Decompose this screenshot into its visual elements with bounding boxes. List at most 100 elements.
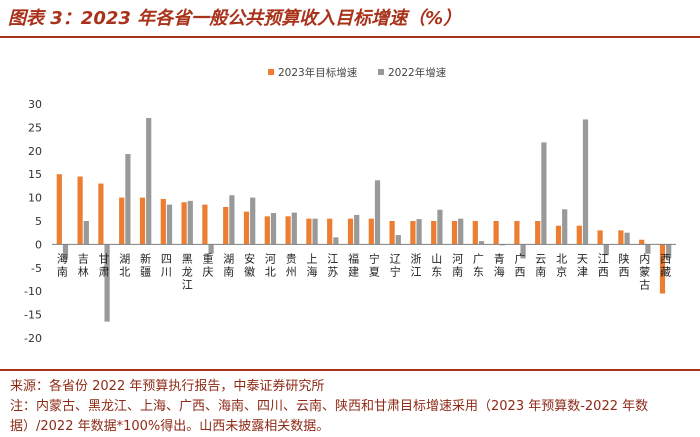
bar-2023 [535, 221, 541, 245]
x-tick-label: 新疆 [140, 251, 151, 278]
y-tick-label: 5 [35, 215, 42, 228]
bar-2022 [270, 213, 277, 245]
bar-2022 [291, 212, 297, 245]
x-tick-label: 安徽 [244, 251, 255, 278]
bar-2023 [264, 216, 270, 245]
bar-2023 [431, 221, 437, 245]
bar-chart: 2023年目标增速 2022年增速 -20 -15 -10 -5 0 5 10 15 20 25 30… [24, 66, 676, 345]
bar-2023 [389, 221, 395, 245]
x-tick-label: 河南 [452, 252, 463, 278]
x-tick-label: 海南 [57, 251, 68, 278]
bar-2022 [166, 204, 173, 245]
bar-2023 [472, 221, 478, 245]
x-tick-label: 内蒙古 [639, 251, 650, 291]
x-tick-label: 广西 [515, 252, 526, 278]
x-tick-label: 河北 [265, 252, 276, 278]
x-tick-label: 上海 [307, 252, 318, 278]
bar-2023 [181, 202, 187, 245]
bar-2022 [666, 244, 672, 259]
bar-2022 [624, 232, 630, 245]
x-tick-label: 青海 [494, 252, 505, 278]
bar-2022 [395, 235, 401, 245]
y-tick-label: -10 [24, 285, 42, 298]
x-tick-label: 吉林 [78, 252, 89, 278]
bar-2023 [202, 204, 208, 245]
y-tick-label: 15 [28, 168, 42, 181]
legend-swatch-2022 [378, 69, 384, 75]
bar-2022 [187, 200, 193, 245]
bar-2022 [125, 154, 131, 245]
bars [56, 118, 672, 322]
title-rule [0, 36, 700, 38]
bar-2022 [562, 209, 568, 245]
footer-rule [0, 369, 700, 371]
y-tick-label: 10 [28, 192, 42, 205]
bar-2023 [98, 183, 104, 245]
bar-2023 [285, 216, 291, 245]
x-tick-label: 宁夏 [369, 251, 380, 278]
bar-2022 [146, 118, 152, 245]
x-tick-label: 山东 [431, 252, 442, 278]
x-tick-label: 黑龙江 [182, 252, 193, 291]
y-tick-label: 0 [35, 238, 42, 251]
bar-2022 [333, 237, 339, 245]
legend-swatch-2023 [268, 69, 274, 75]
bar-2022 [645, 244, 651, 254]
x-tick-label: 西藏 [660, 252, 671, 278]
legend-label: 2022年增速 [388, 66, 447, 79]
bar-2022 [458, 218, 464, 245]
bar-2023 [160, 199, 166, 245]
x-tick-label: 辽宁 [390, 252, 401, 278]
legend-label: 2023年目标增速 [278, 66, 358, 79]
bar-2023 [597, 230, 603, 245]
x-tick-label: 重庆 [203, 251, 214, 278]
bar-2022 [250, 197, 256, 245]
x-tick-label: 甘肃 [99, 252, 110, 278]
footnote: 注：内蒙古、黑龙江、上海、广西、海南、四川、云南、陕西和甘肃目标增速采用（202… [10, 399, 649, 434]
bar-2022 [416, 219, 422, 245]
bar-2022 [354, 214, 360, 245]
y-tick-label: 20 [28, 145, 42, 158]
bar-2022 [208, 244, 214, 254]
bar-2023 [618, 230, 624, 245]
chart-title: 图表 3：2023 年各省一般公共预算收入目标增速（%） [8, 8, 462, 29]
x-tick-label: 北京 [556, 252, 567, 278]
bar-2023 [576, 225, 582, 245]
x-tick-label: 四川 [161, 252, 172, 278]
bar-2023 [77, 176, 83, 245]
bar-2023 [306, 218, 312, 245]
x-tick-label: 贵州 [286, 252, 297, 278]
x-tick-label: 天津 [577, 252, 588, 278]
x-tick-label: 湖北 [119, 252, 130, 278]
bar-2022 [312, 218, 318, 245]
x-tick-label: 浙江 [411, 252, 422, 278]
y-axis: -20 -15 -10 -5 0 5 10 15 20 25 30 [24, 98, 42, 345]
x-axis-labels: 海南吉林甘肃湖北新疆四川黑龙江重庆湖南安徽河北贵州上海江苏福建宁夏辽宁浙江山东河… [57, 251, 671, 291]
bar-2023 [327, 218, 333, 245]
bar-2022 [541, 142, 547, 245]
y-tick-label: -5 [31, 262, 42, 275]
bar-2023 [555, 225, 562, 245]
bar-2022 [229, 195, 235, 245]
bar-2022 [83, 221, 89, 245]
bar-2023 [368, 218, 374, 245]
bar-2023 [659, 244, 666, 294]
bar-2022 [582, 119, 589, 245]
bar-2022 [62, 244, 69, 259]
bar-2023 [639, 239, 645, 245]
bar-2023 [410, 221, 416, 245]
source-note: 来源：各省份 2022 年预算执行报告，中泰证券研究所 [10, 379, 325, 394]
x-tick-label: 陕西 [619, 251, 630, 278]
y-tick-label: -20 [24, 332, 42, 345]
x-tick-label: 福建 [348, 251, 359, 278]
bar-2023 [139, 197, 146, 245]
x-tick-label: 湖南 [223, 252, 234, 278]
x-tick-label: 云南 [535, 252, 546, 278]
bar-2022 [437, 209, 443, 245]
bar-2023 [243, 211, 250, 245]
bar-2023 [56, 174, 62, 245]
bar-2023 [347, 218, 354, 245]
y-tick-label: 30 [28, 98, 42, 111]
x-tick-label: 江苏 [327, 252, 338, 278]
legend: 2023年目标增速 2022年增速 [268, 66, 447, 79]
